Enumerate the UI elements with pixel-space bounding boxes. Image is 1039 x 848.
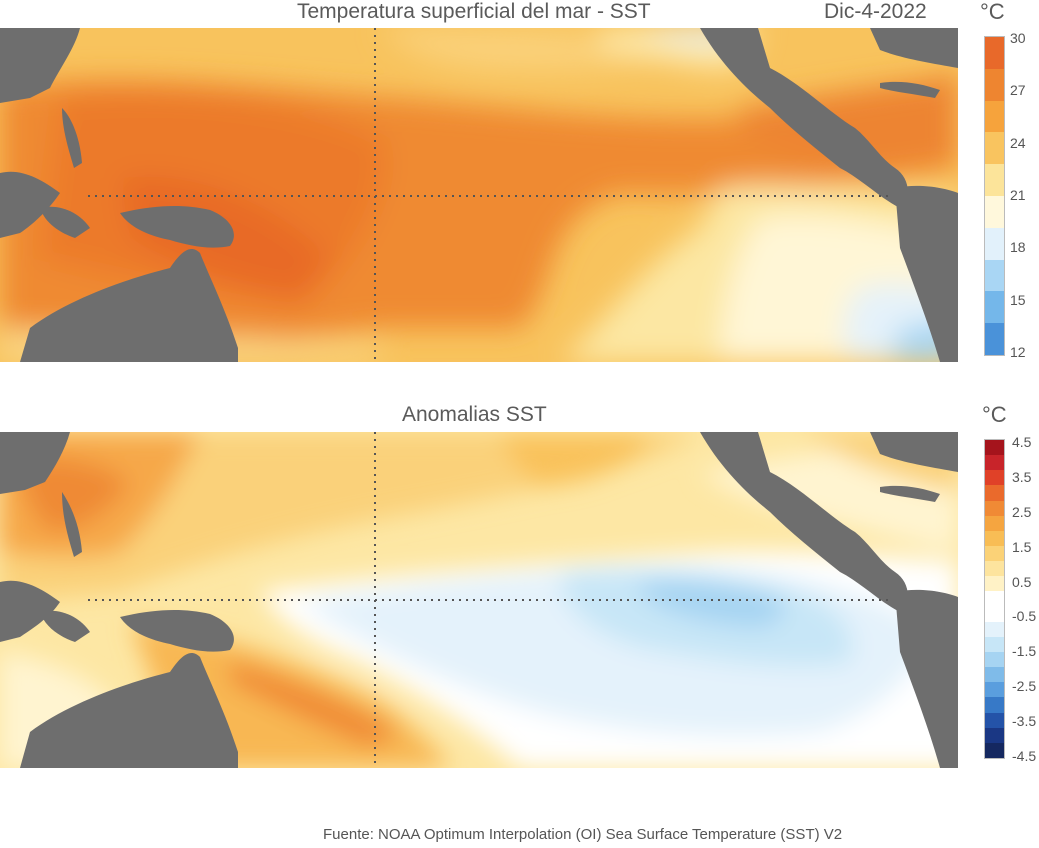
anomaly-colorbar-unit: °C (982, 402, 1007, 427)
sst-map-date: Dic-4-2022 (824, 0, 927, 23)
sst-colorbar-swatch-6 (985, 227, 1004, 260)
anomaly-map-title: Anomalias SST (402, 403, 547, 426)
sst-colorbar-swatch-4 (985, 164, 1004, 196)
anomaly-colorbar-swatch-5 (985, 515, 1004, 531)
anomaly-colorbar-tick-label: -3.5 (1012, 713, 1037, 730)
anomaly-colorbar-swatch-2 (985, 470, 1004, 486)
anomaly-colorbar-tick-label: -4.5 (1012, 748, 1037, 764)
anomaly-colorbar-tick-label: 1.5 (1012, 538, 1032, 555)
sst-colorbar-swatch-9 (985, 323, 1004, 355)
sst-map-title: Temperatura superficial del mar - SST (297, 0, 651, 23)
anomaly-colorbar-swatch-11 (985, 606, 1004, 622)
sst-colorbar-tick-label: 24 (1010, 134, 1026, 151)
sst-colorbar-tick-label: 18 (1010, 239, 1026, 256)
anomaly-colorbar-tick-label: 4.5 (1012, 434, 1032, 450)
sst-colorbar-tick-label: 21 (1010, 187, 1026, 203)
anomaly-colorbar-tick-label: 3.5 (1012, 468, 1032, 485)
anomaly-colorbar-swatch-7 (985, 545, 1004, 562)
anomaly-colorbar-tick-label: -2.5 (1012, 678, 1037, 695)
anomaly-colorbar-swatch-16 (985, 682, 1004, 698)
sst-colorbar-tick-label: 12 (1010, 344, 1026, 360)
anomaly-colorbar-swatch-9 (985, 576, 1004, 592)
anomaly-colorbar-tick-label: 0.5 (1012, 573, 1032, 590)
anomaly-colorbar-tick-label: -0.5 (1012, 608, 1037, 625)
anomaly-colorbar (984, 439, 1005, 759)
anomaly-colorbar-tick-label: 2.5 (1012, 503, 1032, 520)
anomaly-colorbar-swatch-4 (985, 500, 1004, 516)
anomaly-colorbar-swatch-0 (985, 440, 1004, 456)
anomaly-colorbar-swatch-1 (985, 455, 1004, 471)
sst-colorbar-swatch-7 (985, 259, 1004, 292)
anomaly-map (0, 432, 958, 768)
sst-colorbar-swatch-8 (985, 291, 1004, 324)
anomaly-colorbar-swatch-15 (985, 667, 1004, 683)
sst-colorbar-tick-label: 27 (1010, 82, 1026, 99)
data-source-note: Fuente: NOAA Optimum Interpolation (OI) … (323, 826, 843, 843)
anomaly-colorbar-swatch-13 (985, 636, 1004, 652)
anomaly-colorbar-swatch-20 (985, 742, 1004, 758)
sst-colorbar-tick-label: 15 (1010, 291, 1026, 308)
anomaly-colorbar-swatch-3 (985, 485, 1004, 501)
sst-colorbar (984, 36, 1005, 356)
sst-colorbar-swatch-5 (985, 195, 1004, 228)
anomaly-colorbar-tick-label: -1.5 (1012, 643, 1037, 660)
sst-colorbar-swatch-0 (985, 37, 1004, 69)
sst-colorbar-swatch-3 (985, 132, 1004, 165)
sst-colorbar-swatch-2 (985, 100, 1004, 133)
anomaly-colorbar-swatch-14 (985, 651, 1004, 668)
anomaly-colorbar-swatch-17 (985, 697, 1004, 713)
anomaly-colorbar-swatch-19 (985, 727, 1004, 743)
sst-colorbar-unit: °C (980, 0, 1005, 24)
anomaly-colorbar-swatch-8 (985, 561, 1004, 577)
sst-map (0, 28, 958, 362)
anomaly-colorbar-swatch-18 (985, 712, 1004, 728)
sst-colorbar-tick-label: 30 (1010, 30, 1026, 46)
anomaly-colorbar-swatch-12 (985, 621, 1004, 637)
sst-colorbar-swatch-1 (985, 68, 1004, 101)
anomaly-colorbar-swatch-6 (985, 530, 1004, 546)
anomaly-colorbar-swatch-10 (985, 591, 1004, 607)
